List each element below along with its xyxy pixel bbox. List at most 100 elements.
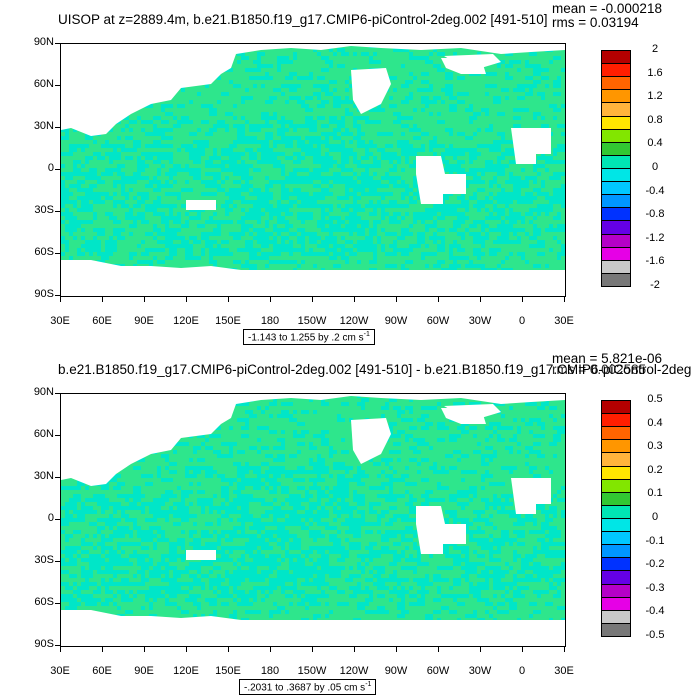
field-cell — [189, 574, 197, 578]
field-cell — [189, 502, 193, 506]
field-cell — [417, 554, 421, 558]
field-cell — [157, 574, 161, 578]
field-cell — [201, 502, 205, 506]
field-cell — [321, 574, 325, 578]
field-cell — [145, 482, 153, 486]
field-cell — [357, 522, 365, 526]
field-cell — [161, 594, 165, 598]
field-cell — [305, 152, 309, 156]
field-cell — [101, 510, 105, 514]
field-cell — [321, 164, 329, 168]
field-cell — [113, 200, 121, 204]
field-cell — [385, 402, 389, 406]
field-cell — [149, 614, 157, 618]
field-cell — [249, 252, 253, 256]
field-cell — [73, 518, 77, 522]
field-cell — [345, 494, 349, 498]
field-cell — [413, 176, 417, 180]
field-cell — [297, 96, 301, 100]
field-cell — [265, 486, 269, 490]
field-cell — [309, 442, 313, 446]
field-cell — [153, 546, 157, 550]
field-cell — [501, 136, 505, 140]
field-cell — [501, 534, 509, 538]
field-cell — [505, 148, 509, 152]
field-cell — [301, 526, 309, 530]
field-cell — [513, 232, 517, 236]
field-cell — [457, 92, 461, 96]
field-cell — [389, 458, 393, 462]
field-cell — [405, 252, 409, 256]
field-cell — [453, 240, 457, 244]
field-cell — [509, 196, 517, 200]
field-cell — [325, 430, 329, 434]
land-mask — [444, 54, 501, 68]
field-cell — [313, 172, 317, 176]
field-cell — [293, 84, 301, 88]
contour-range-label: -.2031 to .3687 by .05 cm s-1 — [239, 679, 377, 696]
field-cell — [89, 248, 97, 252]
field-cell — [513, 466, 517, 470]
colorbar-label: -1.6 — [645, 255, 665, 268]
field-cell — [313, 124, 317, 128]
field-cell — [281, 402, 285, 406]
land-mask — [416, 156, 466, 204]
field-cell — [545, 518, 553, 522]
field-cell — [469, 104, 473, 108]
field-cell — [449, 104, 457, 108]
field-cell — [349, 216, 357, 220]
field-cell — [209, 466, 213, 470]
field-cell — [157, 530, 165, 534]
field-cell — [529, 64, 533, 68]
field-cell — [265, 144, 269, 148]
field-cell — [333, 248, 337, 252]
field-cell — [189, 216, 197, 220]
field-cell — [181, 498, 185, 502]
field-cell — [213, 172, 217, 176]
field-cell — [125, 558, 129, 562]
field-cell — [537, 252, 545, 256]
field-cell — [89, 188, 93, 192]
field-cell — [65, 248, 69, 252]
field-cell — [449, 152, 457, 156]
field-cell — [381, 208, 385, 212]
field-cell — [369, 542, 377, 546]
field-cell — [177, 486, 181, 490]
field-cell — [497, 132, 505, 136]
field-cell — [457, 554, 461, 558]
field-cell — [317, 586, 321, 590]
field-cell — [61, 136, 69, 140]
field-cell — [333, 100, 337, 104]
field-cell — [413, 180, 417, 184]
field-cell — [261, 204, 265, 208]
colorbar-label: 0 — [651, 161, 659, 173]
field-cell — [445, 148, 453, 152]
field-cell — [269, 546, 273, 550]
field-cell — [309, 502, 313, 506]
field-cell — [461, 256, 469, 260]
field-cell — [357, 566, 365, 570]
field-cell — [541, 522, 549, 526]
field-cell — [301, 104, 309, 108]
field-cell — [549, 470, 553, 474]
field-cell — [145, 566, 149, 570]
field-cell — [261, 228, 265, 232]
field-cell — [489, 72, 497, 76]
field-cell — [553, 454, 557, 458]
field-cell — [69, 586, 73, 590]
field-cell — [325, 236, 329, 240]
field-cell — [401, 550, 405, 554]
field-cell — [121, 526, 129, 530]
colorbar-cell — [601, 76, 631, 91]
colorbar-cell — [601, 622, 631, 637]
field-cell — [393, 498, 397, 502]
field-cell — [269, 582, 273, 586]
field-cell — [553, 578, 557, 582]
field-cell — [501, 212, 505, 216]
field-cell — [201, 530, 209, 534]
field-cell — [217, 522, 221, 526]
field-cell — [409, 586, 413, 590]
field-cell — [205, 180, 213, 184]
field-cell — [253, 590, 257, 594]
field-cell — [449, 494, 457, 498]
